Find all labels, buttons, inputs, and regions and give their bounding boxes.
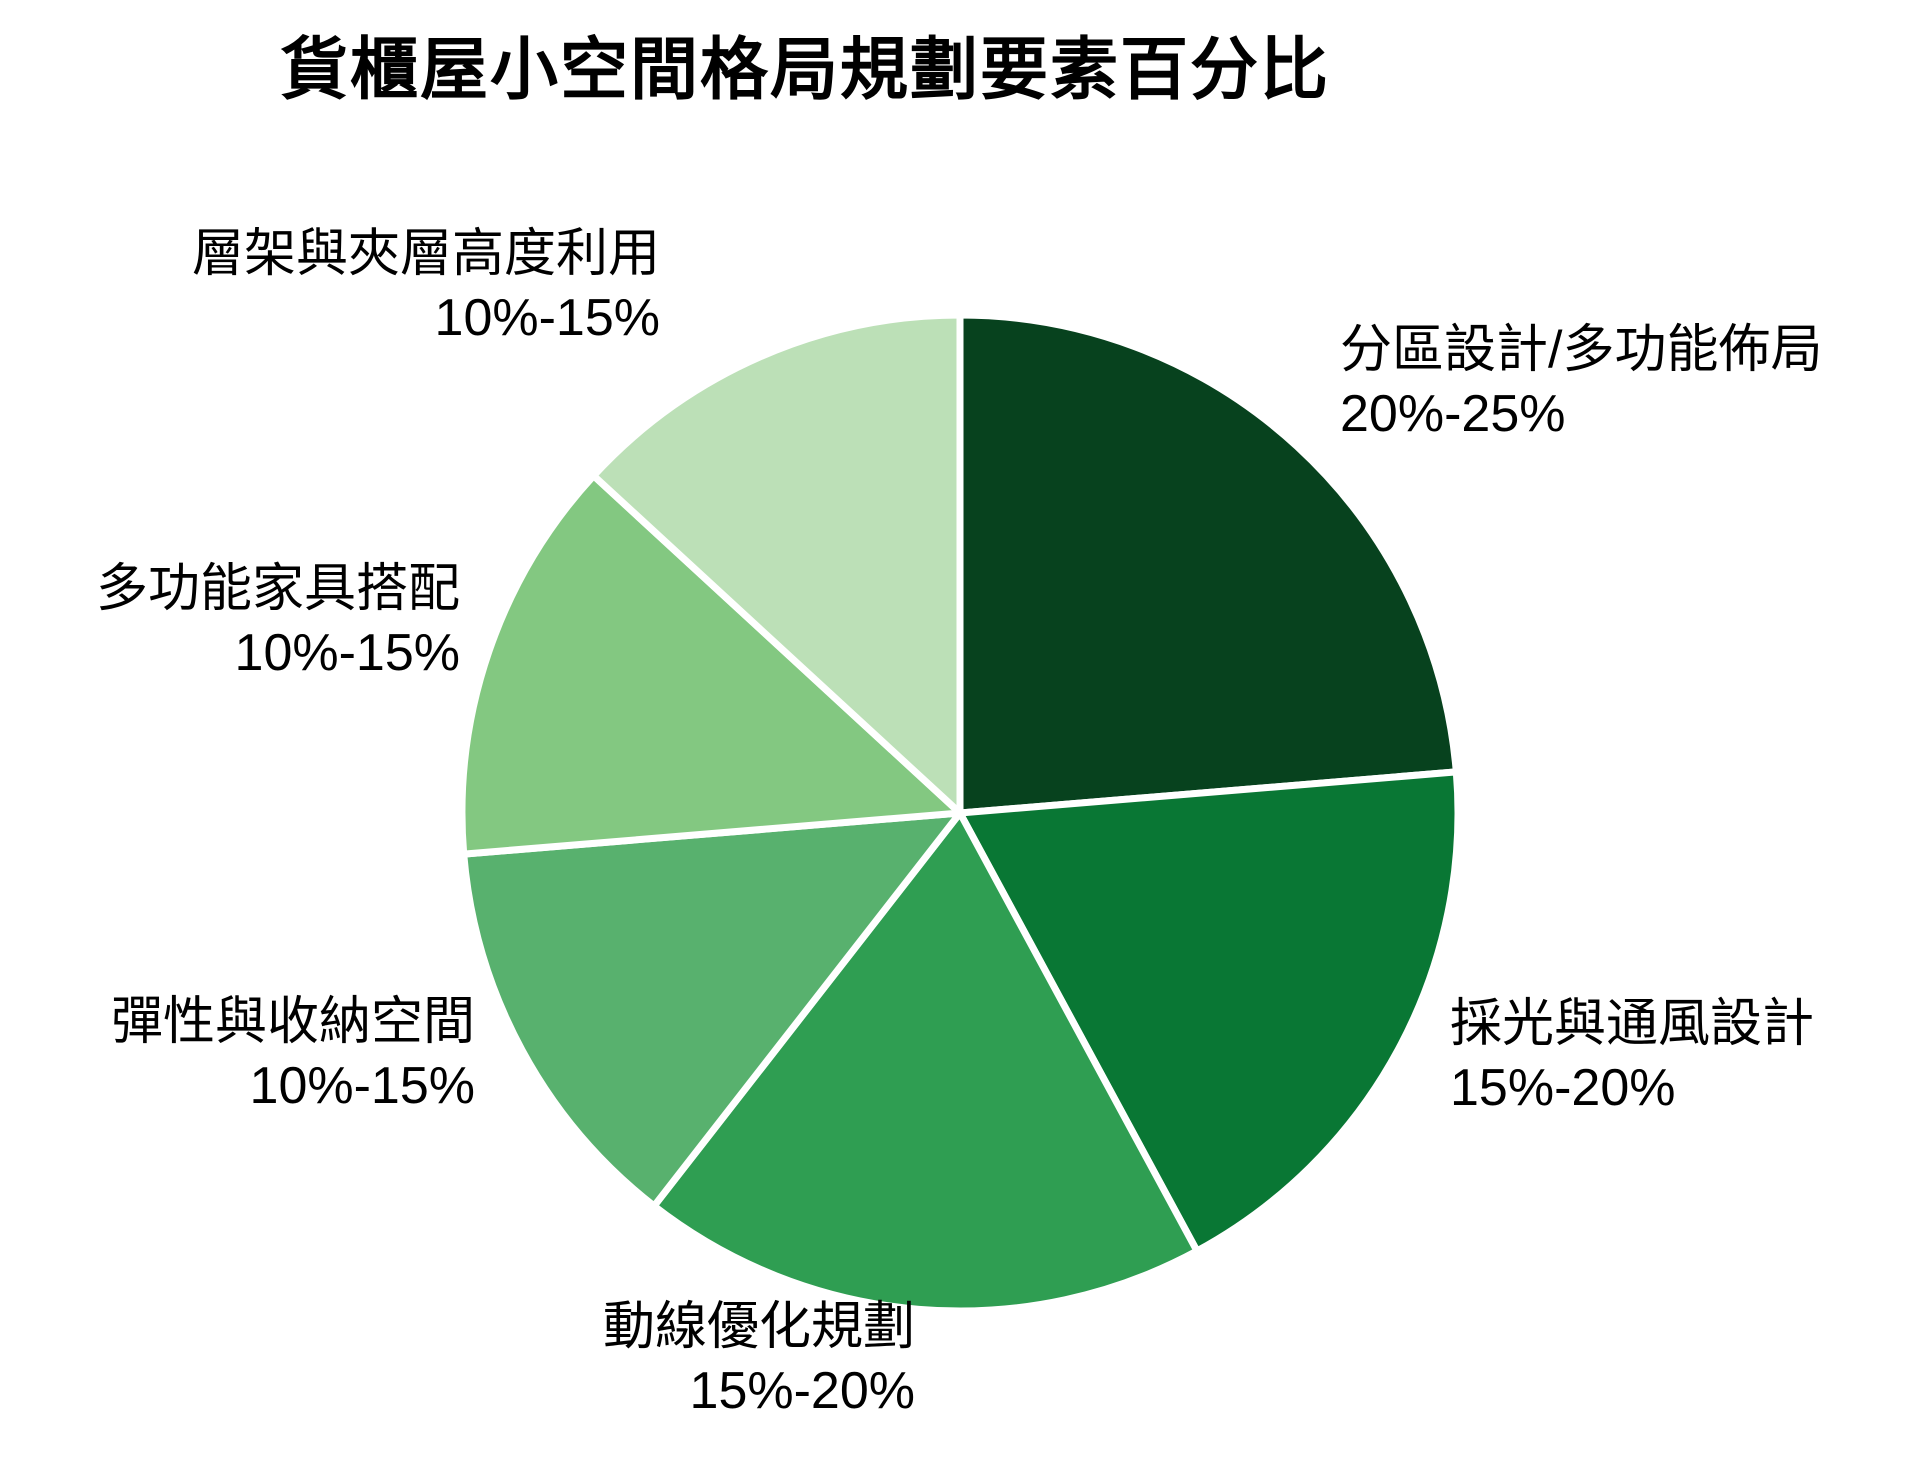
slice-label-shelf: 層架與夾層高度利用 10%-15%: [192, 222, 660, 350]
slice-range-text: 10%-15%: [249, 1057, 475, 1115]
pie-slice-4: [458, 472, 964, 858]
slice-label-text: 層架與夾層高度利用: [191, 225, 660, 283]
pie-slice-1: [956, 768, 1462, 1255]
slice-range-text: 15%-20%: [1450, 1059, 1676, 1117]
slice-label-flexible-storage: 彈性與收納空間 10%-15%: [111, 990, 475, 1118]
pie-slice-3: [460, 809, 964, 1210]
slice-range-text: 10%-15%: [234, 624, 460, 682]
slice-label-text: 多功能家具搭配: [95, 560, 460, 618]
slice-label-text: 採光與通風設計: [1450, 995, 1815, 1053]
slice-range-text: 15%-20%: [689, 1362, 915, 1420]
slice-range-text: 20%-25%: [1340, 385, 1566, 443]
slice-label-text: 動線優化規劃: [602, 1298, 915, 1356]
slice-label-lighting-ventilation: 採光與通風設計 15%-20%: [1450, 992, 1814, 1120]
slice-label-zoning: 分區設計/多功能佈局 20%-25%: [1340, 318, 1822, 446]
pie-slice-0: [956, 311, 1460, 817]
slice-range-text: 10%-15%: [434, 289, 660, 347]
slice-label-text: 分區設計/多功能佈局: [1340, 321, 1823, 379]
pie-slice-2: [650, 809, 1201, 1315]
pie-slice-5: [590, 311, 964, 817]
slice-label-circulation: 動線優化規劃 15%-20%: [603, 1295, 915, 1423]
slice-label-text: 彈性與收納空間: [110, 993, 475, 1051]
chart-title: 貨櫃屋小空間格局規劃要素百分比: [279, 32, 1330, 108]
slice-label-furniture: 多功能家具搭配 10%-15%: [96, 557, 460, 685]
